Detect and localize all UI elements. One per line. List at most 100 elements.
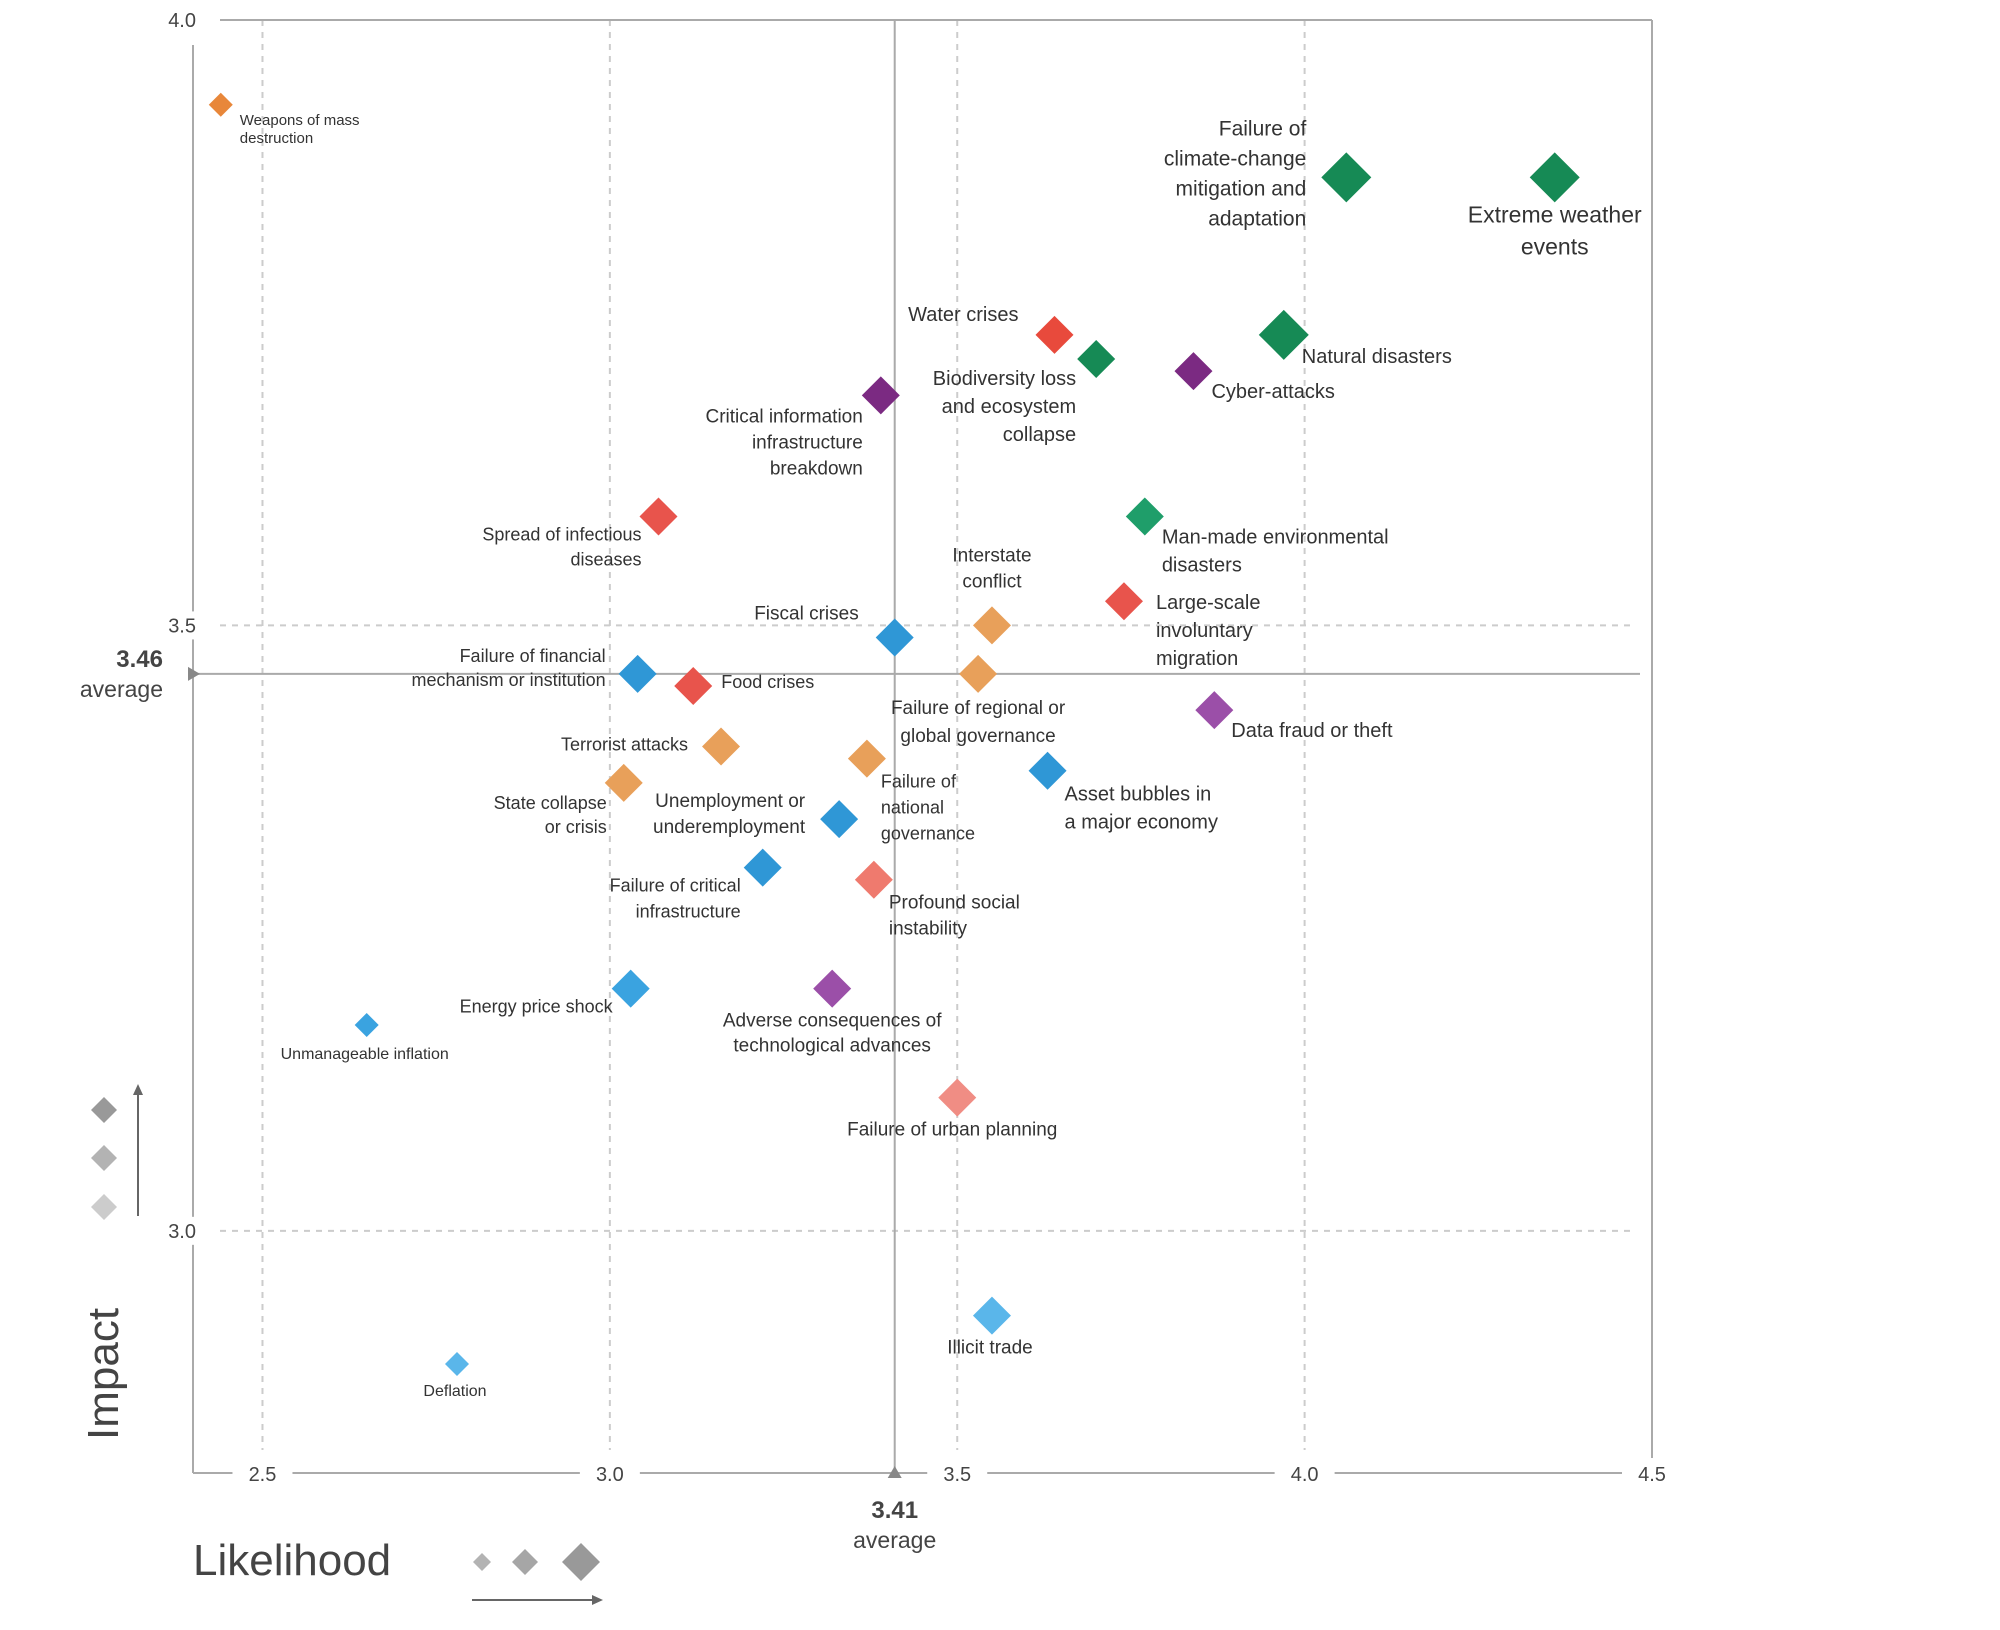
risk-point-label: governance xyxy=(881,824,975,844)
axis-layer: 2.5 3.0 3.5 4.0 4.5 3.0 3.5 4.0 xyxy=(155,6,1682,1488)
risk-point-label: mitigation and xyxy=(1176,177,1307,200)
x-tick-label: 2.5 xyxy=(249,1464,277,1486)
risk-point-label: breakdown xyxy=(770,458,863,479)
risk-point-label: Food crises xyxy=(721,672,814,692)
y-axis-title: Impact xyxy=(79,1308,128,1440)
risk-point-label: national xyxy=(881,798,944,818)
risk-point-label: Data fraud or theft xyxy=(1231,720,1393,742)
risk-point-marker xyxy=(972,606,1011,645)
risk-point-label: Weapons of mass xyxy=(240,112,360,129)
impact-arrow-head xyxy=(133,1084,143,1095)
risk-point-marker xyxy=(875,618,914,657)
risk-point-label: Man-made environmental xyxy=(1162,526,1389,548)
risk-point-label: Failure of xyxy=(1219,117,1307,140)
risk-point-label: disasters xyxy=(1162,554,1242,576)
risk-point-label: or crisis xyxy=(545,817,607,837)
y-tick-label: 3.5 xyxy=(168,615,196,637)
likelihood-arrow-head xyxy=(592,1595,603,1605)
risk-point-label: climate-change xyxy=(1164,147,1306,170)
risk-point-marker xyxy=(208,92,233,117)
risk-point-marker xyxy=(972,1296,1011,1335)
risk-point-label: collapse xyxy=(1003,424,1076,446)
risk-point-marker xyxy=(743,848,782,887)
risk-point-marker xyxy=(604,763,643,802)
risk-point-marker xyxy=(1035,315,1074,354)
risk-point-label: involuntary xyxy=(1156,620,1253,642)
risk-point-label: Cyber-attacks xyxy=(1211,381,1334,403)
x-average-value: 3.41 xyxy=(871,1497,918,1524)
risk-point-label: Failure of xyxy=(881,772,957,792)
risk-point-label: Failure of financial xyxy=(460,646,606,666)
point-layer xyxy=(208,92,1580,1377)
likelihood-legend-marker xyxy=(562,1543,600,1581)
risk-point-marker xyxy=(1321,152,1372,203)
risk-point-marker xyxy=(813,969,852,1008)
risk-point-label: Profound social xyxy=(889,893,1020,914)
risk-point-marker xyxy=(1077,340,1116,379)
risk-point-label: State collapse xyxy=(494,793,607,813)
risk-point-label: Failure of critical xyxy=(610,876,741,896)
risk-point-marker xyxy=(1195,691,1234,730)
risk-point-marker xyxy=(1174,352,1213,391)
risk-point-marker xyxy=(639,497,678,536)
risk-point-marker xyxy=(959,654,998,693)
x-tick-bg xyxy=(1274,1458,1335,1488)
x-tick-bg xyxy=(579,1458,640,1488)
impact-legend-marker xyxy=(91,1097,117,1123)
y-tick-bg xyxy=(155,611,201,640)
likelihood-legend-marker xyxy=(473,1553,491,1571)
risk-point-marker xyxy=(354,1012,379,1037)
risk-point-label: Natural disasters xyxy=(1302,346,1452,368)
risk-point-label: Energy price shock xyxy=(460,997,614,1017)
risk-point-marker xyxy=(702,727,741,766)
risk-point-label: Fiscal crises xyxy=(754,604,859,625)
risk-point-marker xyxy=(1028,751,1067,790)
risk-point-label: migration xyxy=(1156,648,1238,670)
risk-point-label: adaptation xyxy=(1208,207,1306,230)
risk-point-marker xyxy=(854,860,893,899)
risk-point-label: Spread of infectious xyxy=(482,524,641,544)
risk-point-label: global governance xyxy=(900,726,1055,747)
x-tick-label: 3.0 xyxy=(596,1464,624,1486)
risk-point-label: Unmanageable inflation xyxy=(281,1046,449,1063)
risk-point-marker xyxy=(445,1352,470,1377)
risk-point-label: Biodiversity loss xyxy=(933,368,1076,390)
y-average-value: 3.46 xyxy=(116,646,163,673)
risk-point-marker xyxy=(611,969,650,1008)
x-tick-label: 4.5 xyxy=(1638,1464,1666,1486)
risk-point-label: destruction xyxy=(240,130,313,147)
risk-point-label: infrastructure xyxy=(752,432,863,453)
risk-point-label: technological advances xyxy=(733,1036,931,1057)
risk-point-label: and ecosystem xyxy=(942,396,1077,418)
x-average-caption: average xyxy=(853,1527,936,1553)
x-tick-label: 3.5 xyxy=(943,1464,971,1486)
risk-point-label: Critical information xyxy=(705,406,862,427)
risk-point-marker xyxy=(847,739,886,778)
grid-layer xyxy=(220,20,1630,1450)
impact-legend-marker xyxy=(91,1194,117,1220)
risk-point-label: diseases xyxy=(570,549,641,569)
risk-point-marker xyxy=(861,376,900,415)
risk-point-label: Terrorist attacks xyxy=(561,735,688,755)
x-average-marker xyxy=(887,1466,902,1478)
y-tick-bg xyxy=(155,1216,201,1245)
risk-point-marker xyxy=(674,666,713,705)
risk-point-marker xyxy=(1529,152,1580,203)
risk-point-marker xyxy=(1104,582,1143,621)
y-average-marker xyxy=(188,666,200,681)
risk-point-label: Adverse consequences of xyxy=(723,1011,942,1032)
risk-point-marker xyxy=(938,1078,977,1117)
x-tick-label: 4.0 xyxy=(1291,1464,1319,1486)
risk-point-label: conflict xyxy=(962,571,1022,592)
risk-point-marker xyxy=(1125,497,1164,536)
y-tick-label: 4.0 xyxy=(168,10,196,32)
risk-point-label: Water crises xyxy=(908,304,1018,326)
y-tick-bg xyxy=(155,6,201,34)
risk-point-label: infrastructure xyxy=(636,902,741,922)
risk-point-label: Extreme weather xyxy=(1468,201,1642,227)
likelihood-legend-marker xyxy=(512,1549,538,1575)
average-layer: 3.41 average 3.46 average xyxy=(80,20,1640,1553)
